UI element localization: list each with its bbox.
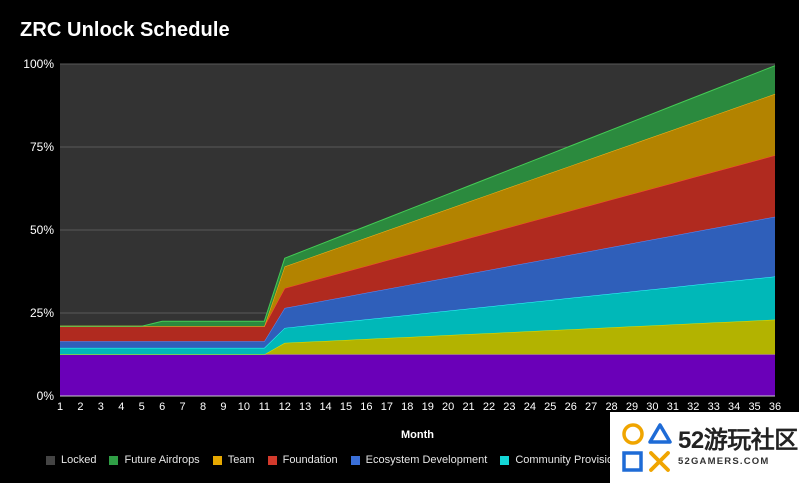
x-tick-label: 6 xyxy=(159,401,165,413)
area-community-provisions xyxy=(60,276,775,355)
legend-swatch-locked xyxy=(46,455,55,465)
x-tick-label: 35 xyxy=(748,401,760,413)
legend-label-team: Team xyxy=(227,454,255,466)
x-tick-label: 13 xyxy=(299,401,311,413)
x-tick-label: 25 xyxy=(544,401,556,413)
legend-item-locked[interactable]: Locked xyxy=(46,454,96,466)
x-tick-label: 18 xyxy=(401,401,413,413)
x-tick-label: 15 xyxy=(340,401,352,413)
x-tick-label: 23 xyxy=(503,401,515,413)
y-tick-label: 50% xyxy=(30,223,54,237)
area-base-unlabeled xyxy=(60,354,775,396)
line-future-airdrops xyxy=(60,65,776,327)
x-tick-label: 17 xyxy=(381,401,393,413)
watermark-sub-text: 52GAMERS.COM xyxy=(678,456,770,467)
x-tick-label: 10 xyxy=(238,401,250,413)
x-tick-label: 7 xyxy=(180,401,186,413)
x-tick-label: 3 xyxy=(98,401,104,413)
y-tick-label: 75% xyxy=(30,140,54,154)
x-tick-label: 29 xyxy=(626,401,638,413)
legend-swatch-ecosystem-development xyxy=(350,455,360,465)
x-axis-label: Month xyxy=(401,429,434,441)
legend-label-locked: Locked xyxy=(61,454,97,466)
legend-label-foundation: Foundation xyxy=(282,454,338,466)
legend-swatch-foundation xyxy=(267,455,277,465)
x-tick-label: 36 xyxy=(769,401,781,413)
legend-item-ecosystem-development[interactable]: Ecosystem Development xyxy=(350,454,488,466)
x-tick-label: 12 xyxy=(279,401,291,413)
legend-swatch-future-airdrops xyxy=(109,455,119,465)
x-tick-label: 27 xyxy=(585,401,597,413)
x-tick-label: 14 xyxy=(319,401,331,413)
x-tick-label: 19 xyxy=(422,401,434,413)
x-tick-label: 26 xyxy=(565,401,577,413)
watermark-52gamers: 52游玩社区 52GAMERS.COM xyxy=(610,412,799,483)
y-tick-label: 100% xyxy=(23,57,54,71)
x-tick-label: 24 xyxy=(524,401,536,413)
legend-item-team[interactable]: Team xyxy=(212,454,255,466)
legend-label-ecosystem-development: Ecosystem Development xyxy=(365,454,488,466)
legend-item-foundation[interactable]: Foundation xyxy=(267,454,338,466)
y-tick-label: 25% xyxy=(30,306,54,320)
legend-label-community-provisions: Community Provisions xyxy=(515,454,625,466)
legend-item-community-provisions[interactable]: Community Provisions xyxy=(500,454,625,466)
x-tick-label: 8 xyxy=(200,401,206,413)
x-tick-label: 34 xyxy=(728,401,740,413)
x-tick-label: 31 xyxy=(667,401,679,413)
x-tick-label: 5 xyxy=(139,401,145,413)
x-tick-label: 30 xyxy=(646,401,658,413)
legend-item-future-airdrops[interactable]: Future Airdrops xyxy=(109,454,200,466)
x-tick-label: 20 xyxy=(442,401,454,413)
chart-title: ZRC Unlock Schedule xyxy=(20,19,230,41)
x-tick-label: 33 xyxy=(708,401,720,413)
y-tick-label: 0% xyxy=(37,389,55,403)
legend-swatch-team xyxy=(212,455,222,465)
x-tick-label: 22 xyxy=(483,401,495,413)
x-tick-label: 32 xyxy=(687,401,699,413)
area-ecosystem-development xyxy=(60,216,775,348)
x-tick-label: 21 xyxy=(462,401,474,413)
x-tick-label: 11 xyxy=(259,401,270,413)
x-tick-label: 2 xyxy=(77,401,83,413)
x-tick-label: 1 xyxy=(57,401,63,413)
x-tick-label: 16 xyxy=(360,401,372,413)
x-tick-label: 4 xyxy=(118,401,124,413)
watermark-main-text: 52游玩社区 xyxy=(678,427,798,454)
legend-swatch-community-provisions xyxy=(500,455,510,465)
x-tick-label: 9 xyxy=(220,401,226,413)
watermark-logo-icon xyxy=(620,420,672,476)
chart-legend: Locked Future Airdrops Team Foundation E… xyxy=(46,454,638,466)
x-tick-label: 28 xyxy=(605,401,617,413)
legend-label-future-airdrops: Future Airdrops xyxy=(124,454,200,466)
